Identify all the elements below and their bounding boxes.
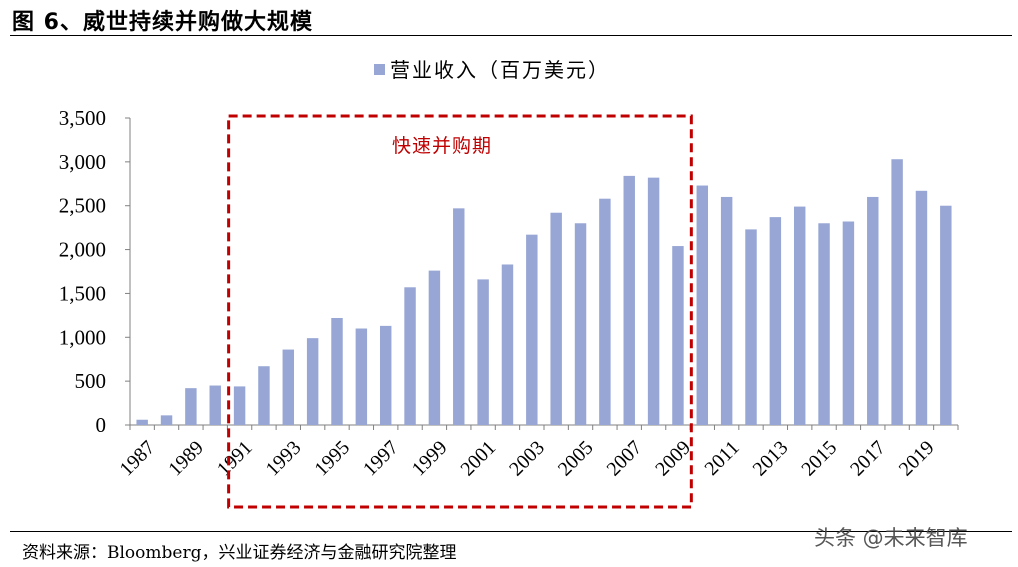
bar-1994: [306, 338, 319, 425]
x-tick-label: 2013: [749, 437, 793, 481]
bar-2009: [672, 246, 684, 425]
bar-2003: [526, 234, 538, 425]
watermark: 头条 @未来智库: [814, 526, 968, 550]
x-tick-label: 2015: [797, 437, 841, 481]
bar-1988: [160, 415, 173, 425]
bar-2008: [647, 177, 660, 425]
legend-label: 营业收入（百万美元）: [390, 58, 610, 82]
bar-2017: [867, 196, 879, 425]
x-tick-label: 1995: [310, 437, 354, 481]
x-tick-label: 1999: [408, 437, 452, 481]
annotation-label: 快速并购期: [392, 135, 492, 157]
x-tick-label: 2011: [700, 437, 743, 480]
y-tick-label: 0: [96, 413, 107, 437]
chart-legend: 营业收入（百万美元）: [374, 58, 610, 82]
x-tick-label: 1989: [164, 437, 208, 481]
bar-2004: [550, 212, 562, 425]
source-note: 资料来源：Bloomberg，兴业证券经济与金融研究院整理: [22, 543, 457, 563]
bar-2013: [769, 217, 782, 425]
x-tick-label: 2017: [846, 437, 890, 481]
y-axis: 0 500 1,000 1,500 2,000 2,500 3,000 3,500: [59, 106, 130, 437]
y-tick-label: 2,000: [59, 238, 106, 262]
legend-swatch: [374, 64, 385, 75]
x-tick-label: 1987: [115, 437, 159, 481]
bar-2016: [842, 221, 855, 425]
x-tick-label: 2003: [505, 437, 549, 481]
x-tick-label: 2005: [554, 437, 598, 481]
x-tick-label: 2007: [603, 437, 647, 481]
bar-2012: [745, 229, 757, 425]
bar-1987: [136, 419, 148, 425]
bar-1996: [355, 328, 368, 425]
x-tick-label: 2009: [651, 437, 695, 481]
bar-2007: [623, 175, 635, 425]
bar-1993: [282, 349, 295, 425]
top-rule: [10, 35, 1012, 36]
bar-2020: [940, 205, 952, 425]
bar-1999: [428, 270, 441, 425]
y-tick-label: 500: [75, 369, 107, 393]
bar-1989: [185, 388, 197, 425]
x-tick-label: 1991: [213, 437, 257, 481]
bar-2001: [477, 279, 489, 425]
rapid-acquisition-period-box: [227, 114, 693, 509]
bar-2018: [891, 159, 903, 425]
bars: [136, 159, 952, 425]
bar-2015: [818, 223, 830, 425]
y-tick-label: 3,500: [59, 106, 106, 130]
bar-1992: [258, 366, 270, 425]
bar-2002: [501, 264, 514, 425]
bar-1990: [209, 385, 221, 425]
x-axis: 1987 1989 1991 1993 1995 1997 1999 2001 2003 2005…: [115, 425, 959, 481]
bar-2011: [720, 196, 733, 425]
bar-2014: [793, 206, 806, 425]
bar-1995: [331, 317, 343, 425]
y-tick-label: 1,500: [59, 281, 106, 305]
bar-2010: [696, 185, 709, 425]
bar-2006: [599, 198, 611, 425]
x-tick-label: 2001: [456, 437, 500, 481]
x-tick-label: 2019: [895, 437, 939, 481]
bar-1997: [379, 325, 392, 425]
x-tick-label: 1993: [262, 437, 306, 481]
figure-title: 图 6、威世持续并购做大规模: [12, 10, 313, 35]
y-tick-label: 3,000: [59, 150, 106, 174]
bottom-rule: [10, 531, 1012, 532]
bar-2000: [453, 208, 465, 425]
y-tick-label: 2,500: [59, 194, 106, 218]
bar-2005: [574, 223, 587, 425]
bar-1998: [404, 287, 416, 425]
x-tick-label: 1997: [359, 437, 403, 481]
y-tick-label: 1,000: [59, 325, 106, 349]
bar-2019: [915, 190, 928, 425]
bar-1991: [233, 386, 246, 425]
